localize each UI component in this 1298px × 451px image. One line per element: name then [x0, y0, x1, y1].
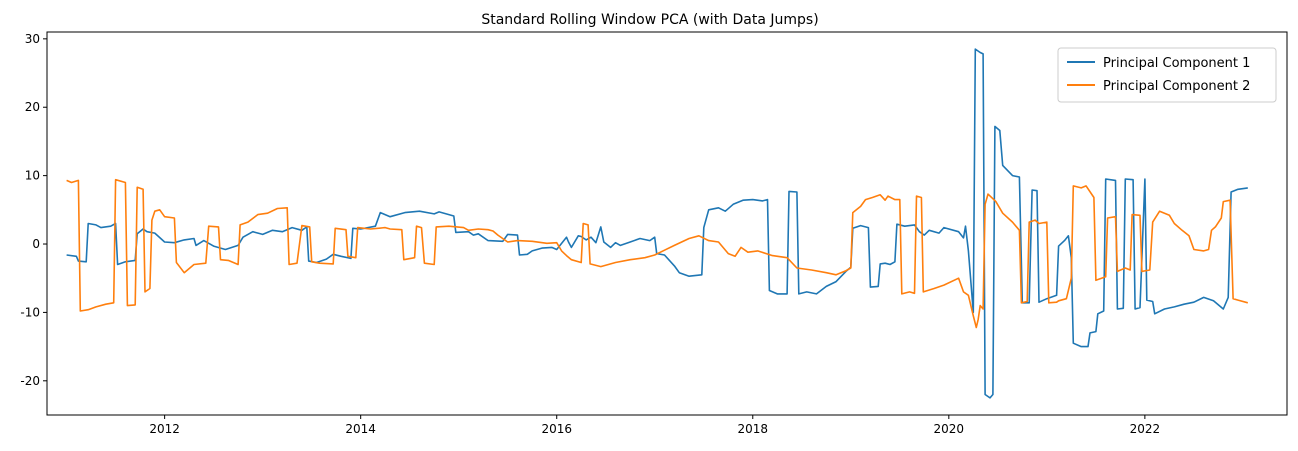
x-tick-label: 2012: [149, 422, 180, 436]
series-line-pc2: [66, 178, 1249, 329]
x-tick-label: 2020: [934, 422, 965, 436]
plot-series: [66, 48, 1249, 399]
legend-label-pc2: Principal Component 2: [1103, 79, 1250, 94]
legend-label-pc1: Principal Component 1: [1103, 56, 1250, 71]
x-tick-label: 2022: [1130, 422, 1161, 436]
legend: Principal Component 1 Principal Component…: [1057, 47, 1277, 103]
y-tick-label: -10: [20, 305, 40, 319]
x-tick-label: 2016: [541, 422, 572, 436]
plot-frame: [46, 31, 1288, 416]
y-tick-label: 30: [25, 32, 40, 46]
x-tick-label: 2014: [345, 422, 376, 436]
legend-box: [1057, 47, 1277, 103]
y-axis: -20 -10 0 10 20 30: [20, 32, 47, 388]
y-tick-label: 20: [25, 100, 40, 114]
y-tick-label: -20: [20, 374, 40, 388]
y-tick-label: 10: [25, 169, 40, 183]
x-axis: 2012 2014 2016 2018 2020 2022: [149, 415, 1160, 436]
chart-title: Standard Rolling Window PCA (with Data J…: [481, 12, 818, 28]
x-tick-label: 2018: [737, 422, 768, 436]
y-tick-label: 0: [32, 237, 40, 251]
